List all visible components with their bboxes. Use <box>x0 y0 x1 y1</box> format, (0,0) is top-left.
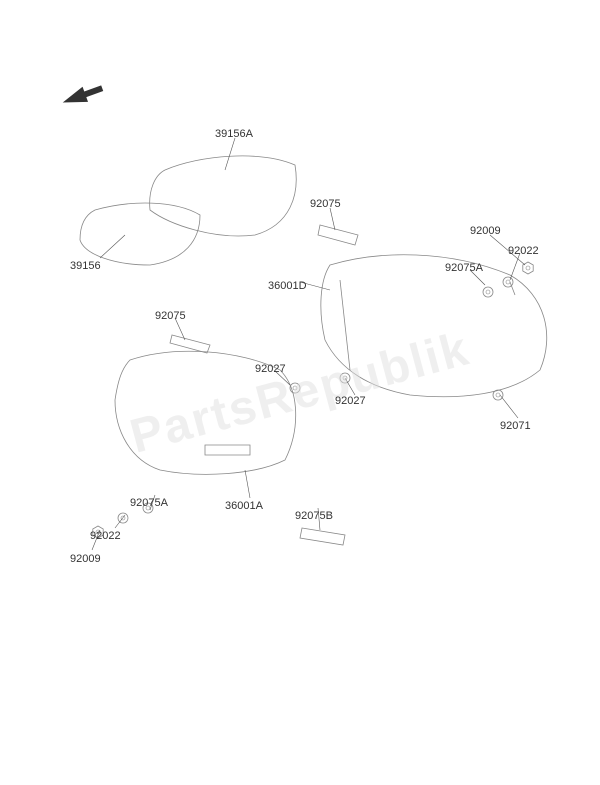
direction-arrow <box>60 81 105 110</box>
part-label-92009_r: 92009 <box>470 225 501 237</box>
part-label-36001A: 36001A <box>225 500 263 512</box>
part-pad-upper-left <box>80 203 200 265</box>
part-label-92075B: 92075B <box>295 510 333 522</box>
part-grommet-r2 <box>493 390 503 400</box>
part-damper-mid <box>170 335 210 353</box>
part-label-92075_top: 92075 <box>310 198 341 210</box>
leader-line <box>500 395 518 418</box>
part-label-92075A_l: 92075A <box>130 497 168 509</box>
part-side-cover-right <box>321 255 547 397</box>
part-label-92027_l: 92027 <box>255 363 286 375</box>
part-grommet-r1 <box>483 287 493 297</box>
leader-line <box>330 208 335 230</box>
leader-line <box>345 378 355 395</box>
part-label-92071: 92071 <box>500 420 531 432</box>
part-label-36001D: 36001D <box>268 280 307 292</box>
part-label-39156A: 39156A <box>215 128 253 140</box>
leader-line <box>510 253 520 280</box>
part-label-92075A_r: 92075A <box>445 262 483 274</box>
part-damper-top <box>318 225 358 245</box>
part-label-92022_l: 92022 <box>90 530 121 542</box>
part-label-92022_r: 92022 <box>508 245 539 257</box>
part-damper-bottom <box>300 528 345 545</box>
part-label-39156: 39156 <box>70 260 101 272</box>
leader-line <box>245 470 250 498</box>
part-pad-upper-right <box>150 156 297 236</box>
leader-line <box>100 235 125 258</box>
part-label-92027_r: 92027 <box>335 395 366 407</box>
part-label-92075_mid: 92075 <box>155 310 186 322</box>
diagram-canvas <box>0 0 600 785</box>
part-screw-r1 <box>523 262 533 274</box>
leader-line <box>115 515 125 528</box>
leader-line <box>225 138 235 170</box>
part-washer-r1 <box>503 277 513 287</box>
part-label-92009_l: 92009 <box>70 553 101 565</box>
